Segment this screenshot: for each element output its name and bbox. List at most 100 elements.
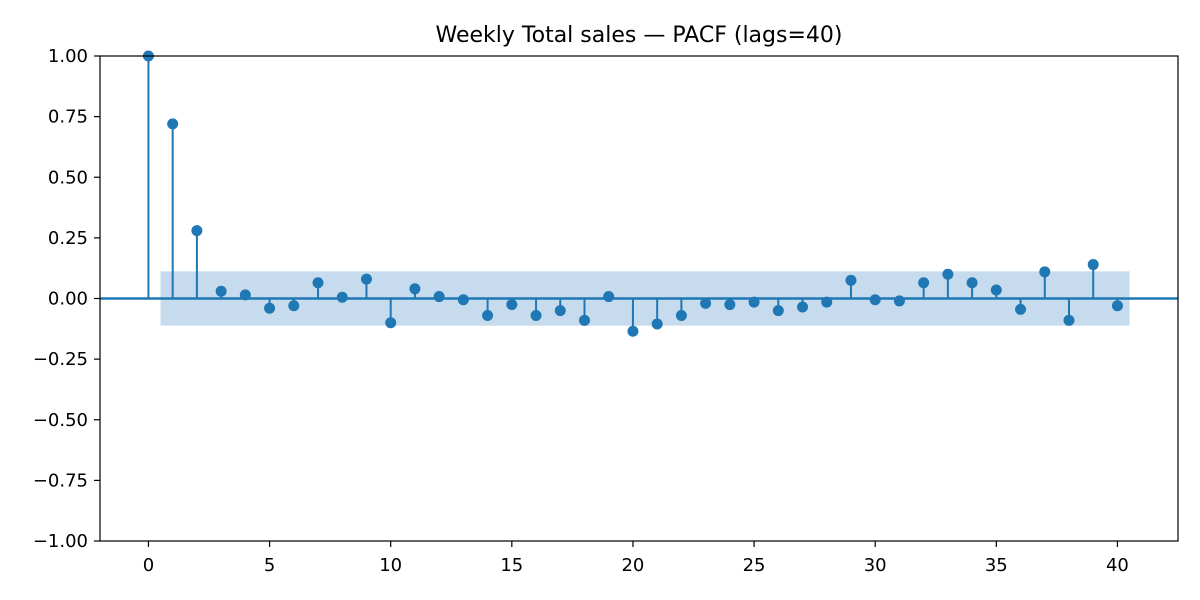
pacf-stem-lag-39 bbox=[1087, 259, 1099, 299]
x-tick-label: 5 bbox=[264, 555, 275, 576]
pacf-stem-lag-18 bbox=[578, 298, 590, 326]
pacf-stem-lag-9 bbox=[360, 273, 372, 299]
y-tick-label: −0.25 bbox=[33, 349, 88, 370]
stem-marker bbox=[1111, 300, 1123, 312]
stem-marker bbox=[409, 283, 421, 295]
stem-marker bbox=[651, 318, 663, 330]
pacf-stem-lag-27 bbox=[797, 298, 809, 313]
stem-marker bbox=[893, 295, 905, 307]
pacf-stem-lag-16 bbox=[530, 298, 542, 321]
stem-marker bbox=[288, 300, 300, 312]
pacf-stem-lag-1 bbox=[167, 118, 179, 299]
stem-marker bbox=[554, 305, 566, 317]
pacf-stem-lag-21 bbox=[651, 298, 663, 330]
pacf-stem-lag-14 bbox=[482, 298, 494, 321]
x-tick-label: 40 bbox=[1106, 555, 1129, 576]
x-tick-label: 10 bbox=[379, 555, 402, 576]
x-tick-label: 0 bbox=[143, 555, 154, 576]
stem-marker bbox=[578, 314, 590, 326]
stem-marker bbox=[1015, 303, 1027, 315]
stem-marker bbox=[1039, 266, 1051, 278]
pacf-stem-lag-13 bbox=[457, 294, 469, 306]
stem-marker bbox=[772, 305, 784, 317]
stem-marker bbox=[239, 289, 251, 301]
stem-marker bbox=[869, 294, 881, 306]
pacf-stem-lag-15 bbox=[506, 298, 518, 311]
stem-marker bbox=[724, 299, 736, 311]
stem-marker bbox=[530, 309, 542, 321]
stem-marker bbox=[167, 118, 179, 130]
stem-marker bbox=[845, 274, 857, 286]
stem-marker bbox=[603, 291, 615, 303]
pacf-stem-lag-31 bbox=[893, 295, 905, 307]
stem-marker bbox=[1087, 259, 1099, 271]
stem-marker bbox=[191, 225, 203, 237]
pacf-stem-lag-26 bbox=[772, 298, 784, 317]
stem-marker bbox=[748, 296, 760, 308]
pacf-stem-lag-33 bbox=[942, 268, 954, 299]
stem-marker bbox=[360, 273, 372, 285]
stem-marker bbox=[457, 294, 469, 306]
stem-marker bbox=[966, 277, 978, 289]
y-tick-label: −0.50 bbox=[33, 410, 88, 431]
pacf-stem-lag-37 bbox=[1039, 266, 1051, 299]
pacf-stem-lag-8 bbox=[336, 291, 348, 303]
stem-marker bbox=[627, 325, 639, 337]
stem-marker bbox=[942, 268, 954, 280]
x-tick-label: 15 bbox=[500, 555, 523, 576]
pacf-stem-lag-35 bbox=[990, 284, 1002, 299]
pacf-stem-lag-22 bbox=[675, 298, 687, 321]
stem-marker bbox=[797, 301, 809, 313]
stem-marker bbox=[385, 317, 397, 329]
y-tick-label: 0.50 bbox=[48, 167, 88, 188]
pacf-stem-lag-40 bbox=[1111, 298, 1123, 312]
stem-marker bbox=[264, 302, 276, 314]
pacf-stem-lag-32 bbox=[918, 277, 930, 299]
pacf-stem-lag-3 bbox=[215, 285, 227, 299]
stem-marker bbox=[1063, 314, 1075, 326]
pacf-stem-lag-17 bbox=[554, 298, 566, 317]
pacf-stem-lag-4 bbox=[239, 289, 251, 301]
pacf-stem-lag-36 bbox=[1015, 298, 1027, 315]
pacf-stem-lag-10 bbox=[385, 298, 397, 329]
stem-marker bbox=[482, 309, 494, 321]
pacf-stem-lag-28 bbox=[821, 296, 833, 308]
y-tick-label: 1.00 bbox=[48, 46, 88, 67]
x-tick-label: 30 bbox=[864, 555, 887, 576]
pacf-stem-lag-19 bbox=[603, 291, 615, 303]
stem-marker bbox=[336, 291, 348, 303]
pacf-stem-lag-34 bbox=[966, 277, 978, 299]
chart-title: Weekly Total sales — PACF (lags=40) bbox=[436, 23, 843, 48]
stem-marker bbox=[821, 296, 833, 308]
stem-marker bbox=[215, 285, 227, 297]
pacf-stem-lag-29 bbox=[845, 274, 857, 299]
stem-marker bbox=[433, 291, 445, 303]
y-tick-label: −0.75 bbox=[33, 470, 88, 491]
pacf-stem-lag-0 bbox=[142, 50, 154, 299]
x-tick-label: 25 bbox=[743, 555, 766, 576]
stem-marker bbox=[675, 309, 687, 321]
pacf-stem-lag-20 bbox=[627, 298, 639, 337]
pacf-stem-lag-11 bbox=[409, 283, 421, 299]
pacf-stem-lag-5 bbox=[264, 298, 276, 314]
stem-marker bbox=[918, 277, 930, 289]
pacf-stem-lag-7 bbox=[312, 277, 324, 299]
stem-marker bbox=[506, 299, 518, 311]
pacf-stem-lag-6 bbox=[288, 298, 300, 312]
pacf-stem-lag-38 bbox=[1063, 298, 1075, 326]
pacf-stem-lag-23 bbox=[700, 297, 712, 309]
stem-marker bbox=[990, 284, 1002, 296]
stem-marker bbox=[312, 277, 324, 289]
pacf-stem-lag-2 bbox=[191, 225, 203, 299]
pacf-stem-lag-24 bbox=[724, 298, 736, 311]
y-tick-label: 0.75 bbox=[48, 107, 88, 128]
y-tick-label: 0.00 bbox=[48, 289, 88, 310]
x-tick-label: 20 bbox=[621, 555, 644, 576]
pacf-stem-lag-12 bbox=[433, 291, 445, 303]
pacf-stem-lag-30 bbox=[869, 294, 881, 306]
pacf-stem-lag-25 bbox=[748, 296, 760, 308]
x-tick-label: 35 bbox=[985, 555, 1008, 576]
stem-marker bbox=[700, 297, 712, 309]
